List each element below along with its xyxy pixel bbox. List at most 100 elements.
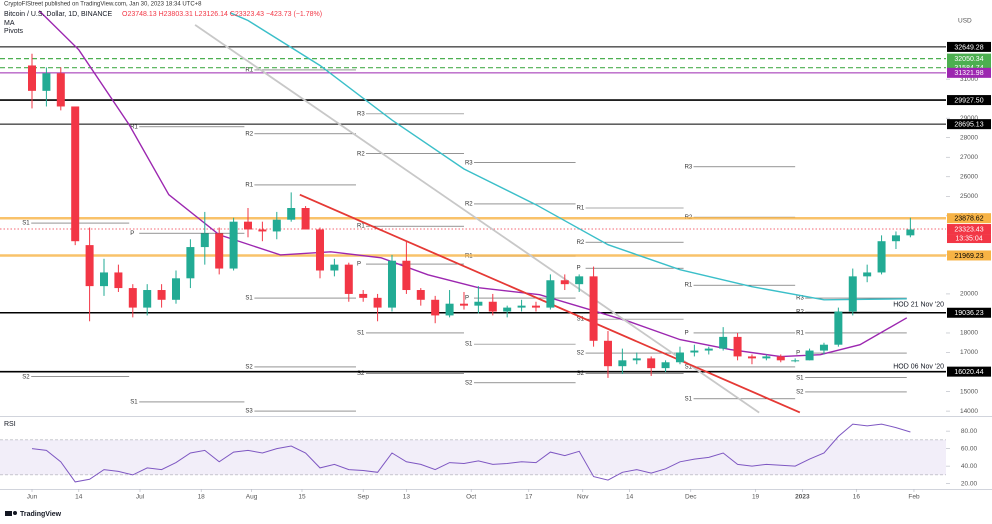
level-label-box (947, 213, 991, 224)
candle-body (805, 350, 814, 361)
candle-body (287, 208, 296, 220)
level-label: 23323.43 (954, 226, 983, 233)
indicator-name: MA (4, 20, 15, 27)
y-tick-label: 31000 (960, 76, 978, 83)
rsi-tick-label: 20.00 (961, 480, 978, 487)
y-tick-label: 27000 (960, 154, 978, 161)
candle-body (603, 340, 612, 367)
candle-body (791, 360, 800, 362)
y-tick-label: 25000 (960, 193, 978, 200)
pivot-label: P (357, 262, 361, 268)
pivot-label: R1 (245, 68, 253, 74)
level-label-box (947, 53, 991, 64)
candle-body (186, 247, 195, 279)
level-label-box (947, 250, 991, 261)
candle-body (834, 311, 843, 345)
x-tick-label: Jun (27, 494, 38, 501)
candle-body (56, 73, 65, 107)
x-tick-label: 16 (853, 494, 861, 501)
pivot-label: R1 (130, 124, 138, 130)
candle-body (704, 348, 713, 351)
level-label-box (947, 41, 991, 52)
x-tick-label: Sep (357, 494, 369, 501)
pivot-label: P (577, 266, 581, 272)
rsi-label: RSI (4, 421, 16, 428)
candle-body (171, 278, 180, 300)
candle-body (690, 350, 699, 353)
level-label: 32050.34 (954, 56, 983, 63)
candle-body (272, 219, 281, 232)
pivot-label: R1 (245, 183, 253, 189)
pivot-label: S2 (465, 380, 473, 386)
y-tick-label: 20000 (960, 291, 978, 298)
level-label: 16020.44 (954, 369, 983, 376)
candle-body (85, 245, 94, 287)
pivot-label: R3 (465, 160, 473, 166)
tradingview-logo (5, 511, 17, 516)
level-label-box (947, 119, 991, 130)
level-label: 28695.13 (954, 121, 983, 128)
pivot-label: R3 (357, 111, 365, 117)
x-tick-label: 2023 (795, 494, 810, 501)
candle-body (661, 362, 670, 369)
candle-body (503, 307, 512, 312)
y-tick-label: 29000 (960, 115, 978, 122)
candle-body (215, 233, 224, 269)
level-label-box (947, 95, 991, 106)
pivot-label: S1 (465, 342, 473, 348)
candle-body (157, 290, 166, 300)
pivot-label: S2 (577, 371, 585, 377)
pivot-label: S1 (245, 296, 253, 302)
price-pane: R1R1R3R2R2R3R3R1R2R1R2S1R1PR2R1PPR1S1PR3… (0, 10, 946, 415)
rsi-tick-label: 60.00 (961, 445, 978, 452)
overlay: CryptoFIStreet published on TradingView.… (4, 2, 991, 518)
y-tick-label: 26000 (960, 173, 978, 180)
countdown-box (947, 234, 991, 244)
x-tick-label: 14 (75, 494, 83, 501)
pivot-label: P (796, 351, 800, 357)
x-tick-label: 18 (198, 494, 206, 501)
candle-body (747, 356, 756, 359)
pivot-label: S1 (357, 331, 365, 337)
candle-body (488, 301, 497, 312)
pivot-label: R1 (357, 224, 365, 230)
indicator-name: Pivots (4, 28, 24, 35)
candle-body (402, 260, 411, 291)
candle-body (416, 290, 425, 300)
ohlc-values: O23748.13 H23803.31 L23126.14 C23323.43 … (122, 11, 322, 18)
candle-body (618, 360, 627, 367)
level-label-box (947, 366, 991, 377)
candle-body (531, 305, 540, 308)
pivot-label: S2 (22, 374, 30, 380)
symbol-title: Bitcoin / U.S. Dollar, 1D, BINANCE (4, 11, 112, 18)
x-tick-label: 17 (525, 494, 533, 501)
level-label: 31321.98 (954, 70, 983, 77)
candle-body (128, 288, 137, 308)
pivot-label: S1 (577, 317, 585, 323)
x-tick-label: 15 (298, 494, 306, 501)
candle-body (387, 260, 396, 308)
pivot-label: S2 (245, 365, 253, 371)
candle-body (877, 241, 886, 273)
candle-body (762, 356, 771, 359)
rsi-line (31, 423, 911, 483)
candle-body (819, 344, 828, 351)
pivot-label: S2 (577, 351, 585, 357)
candle-body (848, 276, 857, 312)
candle-body (359, 293, 368, 298)
level-label-box (947, 67, 991, 78)
candle-body (143, 290, 152, 308)
x-tick-label: Nov (577, 494, 589, 501)
x-tick-label: Dec (685, 494, 697, 501)
pivot-label: P (685, 331, 689, 337)
pivot-label: S1 (130, 399, 138, 405)
x-tick-label: 13 (403, 494, 411, 501)
pivot-label: R3 (685, 164, 693, 170)
footer-brand: TradingView (20, 511, 62, 518)
level-label-box (947, 62, 991, 73)
level-label: 32649.28 (954, 44, 983, 51)
candle-body (71, 106, 80, 242)
pivot-label: R2 (245, 131, 253, 137)
